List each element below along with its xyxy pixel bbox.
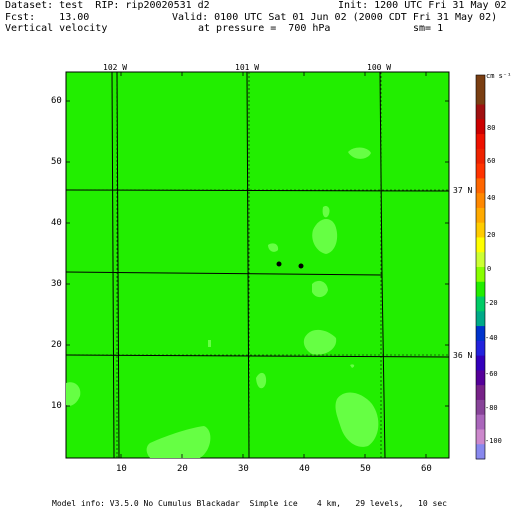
colorbar-swatch (476, 429, 485, 445)
x-tick-label: 10 (116, 464, 127, 474)
colorbar-swatch (476, 163, 485, 179)
x-tick-label: 60 (421, 464, 432, 474)
colorbar-swatch (476, 119, 485, 135)
field-name: Vertical velocity (5, 23, 108, 34)
y-tick-label: 50 (51, 157, 62, 167)
x-tick-label: 30 (238, 464, 249, 474)
colorbar-swatch (476, 207, 485, 224)
colorbar-swatch (476, 296, 485, 312)
latitude-label: 37 N (453, 186, 473, 195)
latitude-label: 36 N (453, 351, 473, 360)
colorbar-swatch (476, 340, 485, 357)
smoothing: sm= 1 (413, 23, 444, 34)
y-tick-label: 40 (51, 218, 62, 228)
colorbar-swatch (476, 326, 485, 342)
longitude-label: 100 W (367, 63, 392, 72)
colorbar-swatch (476, 222, 485, 238)
colorbar-label: 0 (487, 265, 492, 273)
colorbar-label: -60 (485, 370, 498, 378)
model-info: Model info: V3.5.0 No Cumulus Blackadar … (52, 499, 447, 508)
colorbar-swatch (476, 311, 485, 327)
colorbar-swatch (476, 414, 485, 430)
colorbar-label: 40 (487, 194, 496, 202)
station-dot (298, 263, 304, 269)
x-tick-label: 40 (299, 464, 310, 474)
y-tick-label: 20 (51, 340, 62, 350)
valid-time: Valid: 0100 UTC Sat 01 Jun 02 (2000 CDT … (172, 12, 498, 23)
plot-area (65, 71, 450, 459)
colorbar-swatch (476, 444, 485, 460)
y-tick-label: 60 (51, 96, 62, 106)
y-tick-label: 10 (51, 401, 62, 411)
colorbar-label: -20 (485, 299, 498, 307)
colorbar-unit: cm s⁻¹ (486, 72, 512, 80)
longitude-label: 102 W (103, 63, 128, 72)
colorbar-label: -80 (485, 404, 498, 412)
pressure-level: at pressure = 700 hPa (198, 23, 331, 34)
colorbar-swatch (476, 385, 485, 401)
colorbar-swatch (476, 237, 485, 253)
colorbar-swatch (476, 281, 485, 298)
colorbar-label: 80 (487, 124, 496, 132)
colorbar-label: 60 (487, 157, 496, 165)
colorbar-swatch (476, 355, 485, 371)
colorbar-swatch (476, 267, 485, 283)
colorbar-swatch (476, 178, 485, 194)
dataset-label: Dataset: test RIP: rip20020531 d2 (5, 0, 210, 11)
colorbar-swatch (476, 134, 485, 150)
longitude-label: 101 W (235, 63, 260, 72)
colorbar-label: -100 (485, 437, 502, 445)
colorbar-swatch (476, 104, 485, 120)
init-time: Init: 1200 UTC Fri 31 May 02 (338, 0, 507, 11)
colorbar-swatch (476, 193, 485, 209)
colorbar-swatch (476, 399, 485, 416)
colorbar-label: 20 (487, 231, 496, 239)
station-markers (276, 261, 304, 269)
velocity-contours (66, 147, 379, 458)
colorbar-swatch (476, 370, 485, 386)
forecast-hour: Fcst: 13.00 (5, 12, 90, 23)
colorbar-frame (475, 74, 486, 460)
station-dot (276, 261, 282, 267)
colorbar-swatch (476, 89, 485, 106)
colorbar-label: -40 (485, 334, 498, 342)
x-tick-label: 50 (360, 464, 371, 474)
colorbar (476, 75, 485, 460)
colorbar-swatch (476, 148, 485, 165)
colorbar-swatch (476, 75, 485, 91)
boundary-lines (65, 71, 450, 459)
x-tick-label: 20 (177, 464, 188, 474)
axis-ticks (66, 72, 449, 458)
colorbar-swatch (476, 252, 485, 268)
y-tick-label: 30 (51, 279, 62, 289)
